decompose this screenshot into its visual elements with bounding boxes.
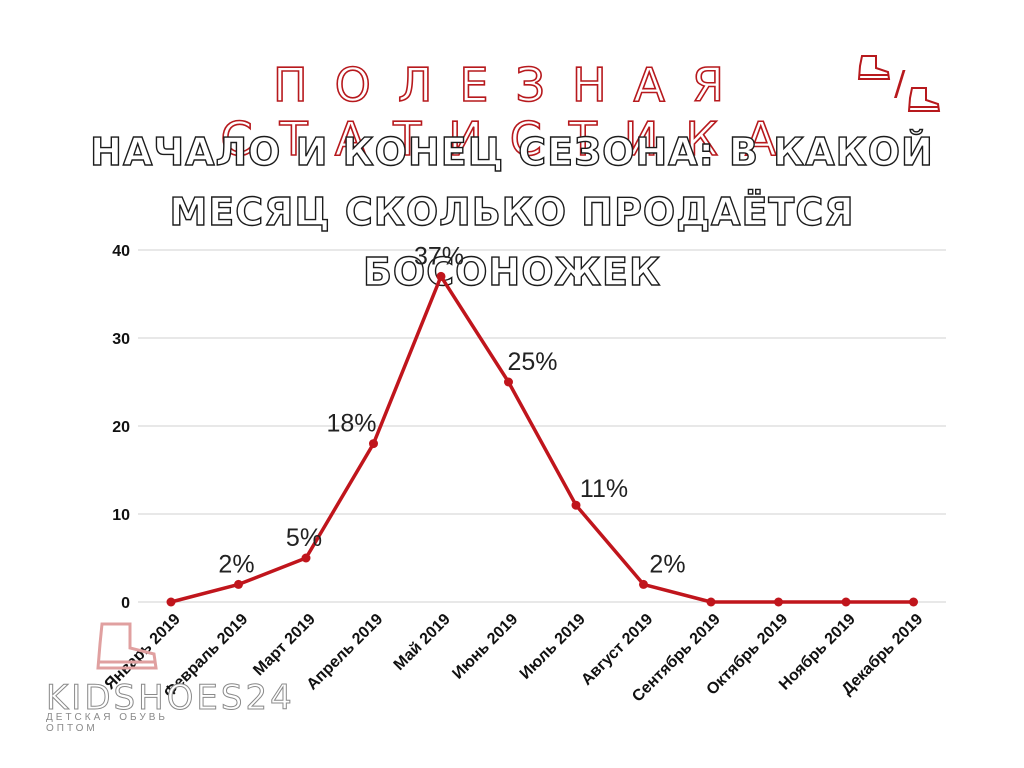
data-point <box>774 597 783 607</box>
y-tick-label: 0 <box>121 595 130 612</box>
y-tick-label: 40 <box>112 243 130 260</box>
data-point <box>436 271 446 281</box>
data-point <box>706 597 716 607</box>
data-point <box>909 597 918 607</box>
y-tick-label: 20 <box>112 419 130 436</box>
data-label: 11% <box>580 475 628 503</box>
data-point <box>234 579 243 589</box>
y-tick-label: 30 <box>112 331 130 348</box>
x-tick-label: Июнь 2019 <box>449 611 521 683</box>
data-label: 2% <box>218 550 254 578</box>
data-label: 5% <box>286 524 322 552</box>
data-point <box>166 597 176 607</box>
y-tick-label: 10 <box>112 507 130 524</box>
data-point <box>841 597 851 607</box>
boot-icon <box>857 55 891 80</box>
boot-icon <box>907 87 941 112</box>
brand-logo: KIDSHOES24 ДЕТСКАЯ ОБУВЬ ОПТОМ <box>46 620 292 734</box>
page-heading: ПОЛЕЗНАЯ СТАТИСТИКА <box>220 57 804 167</box>
data-point <box>504 377 513 387</box>
data-point <box>571 500 581 510</box>
logo-name: KIDSHOES24 <box>46 678 295 719</box>
logo-tagline: ДЕТСКАЯ ОБУВЬ ОПТОМ <box>46 712 168 734</box>
data-label: 37% <box>414 242 464 270</box>
boot-icon <box>96 622 158 670</box>
data-point <box>301 553 311 563</box>
x-tick-label: Март 2019 <box>250 611 319 680</box>
chart-title: НАЧАЛО И КОНЕЦ СЕЗОНА: В КАКОЙ МЕСЯЦ СКО… <box>89 129 934 294</box>
data-point <box>639 579 648 589</box>
data-label: 18% <box>326 410 376 438</box>
data-label: 25% <box>507 348 557 376</box>
x-tick-label: Июль 2019 <box>517 611 589 683</box>
slash-divider: / <box>894 64 906 104</box>
data-label: 2% <box>649 550 685 578</box>
data-point <box>369 439 378 449</box>
x-tick-label: Май 2019 <box>391 611 454 674</box>
series-line <box>170 274 914 604</box>
